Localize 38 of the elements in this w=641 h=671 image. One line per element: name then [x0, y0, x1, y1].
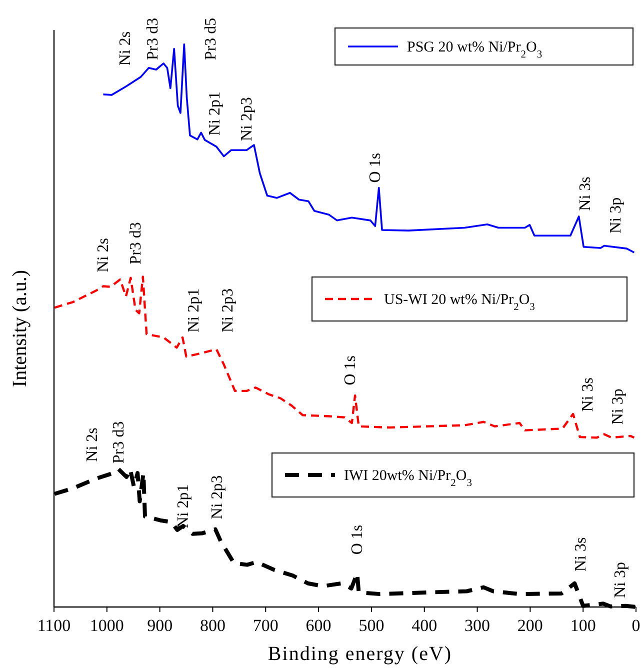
annotation: Ni 3p [609, 388, 626, 425]
annotation: Ni 3p [607, 197, 624, 234]
annotation: Ni 2s [84, 428, 102, 462]
annotation: Ni 2p3 [208, 475, 226, 520]
annotation: Pr3 d3 [127, 222, 144, 264]
annotation: Ni 2p1 [186, 288, 203, 332]
annotation: Ni 2p1 [206, 91, 224, 136]
annotation: Pr3 d3 [144, 18, 162, 60]
annotation: Ni 2p3 [220, 288, 237, 332]
annotation: O 1s [349, 524, 366, 555]
x-tick-label: 1100 [37, 616, 71, 635]
legend-label: US-WI 20 wt% Ni/Pr$_{2}$O$_{3}$ [384, 292, 535, 312]
annotation: Pr3 d5 [202, 18, 220, 60]
annotation: Ni 2s [116, 31, 134, 66]
annotation: Ni 2p3 [238, 97, 256, 142]
annotation: Ni 3s [577, 176, 594, 211]
annotation: O 1s [367, 152, 384, 183]
annotation: Pr3 d3 [110, 421, 128, 464]
x-tick-label: 800 [200, 616, 226, 635]
annotation: Ni 3s [572, 537, 590, 572]
x-tick-label: 400 [412, 616, 438, 635]
annotation: O 1s [342, 356, 359, 386]
y-axis-title: Intensity (a.u.) [9, 270, 31, 388]
x-tick-label: 1000 [90, 616, 124, 635]
x-tick-label: 300 [464, 616, 490, 635]
x-tick-label: 0 [632, 616, 640, 635]
x-tick-label: 200 [517, 616, 543, 635]
x-axis-title: Binding energy (eV) [268, 643, 452, 665]
annotation: Ni 3p [612, 562, 630, 598]
x-tick-label: 700 [252, 616, 278, 635]
legend-label: IWI 20wt% Ni/Pr$_{2}$O$_{3}$ [344, 468, 472, 488]
annotation: Ni 2s [95, 238, 112, 272]
x-tick-label: 500 [358, 616, 384, 635]
x-tick-label: 100 [570, 616, 596, 635]
x-tick-label: 900 [147, 616, 173, 635]
annotation: Ni 3s [579, 378, 596, 412]
legend-label: PSG 20 wt% Ni/Pr$_{2}$O$_{3}$ [407, 40, 542, 60]
x-tick-label: 600 [306, 616, 332, 635]
